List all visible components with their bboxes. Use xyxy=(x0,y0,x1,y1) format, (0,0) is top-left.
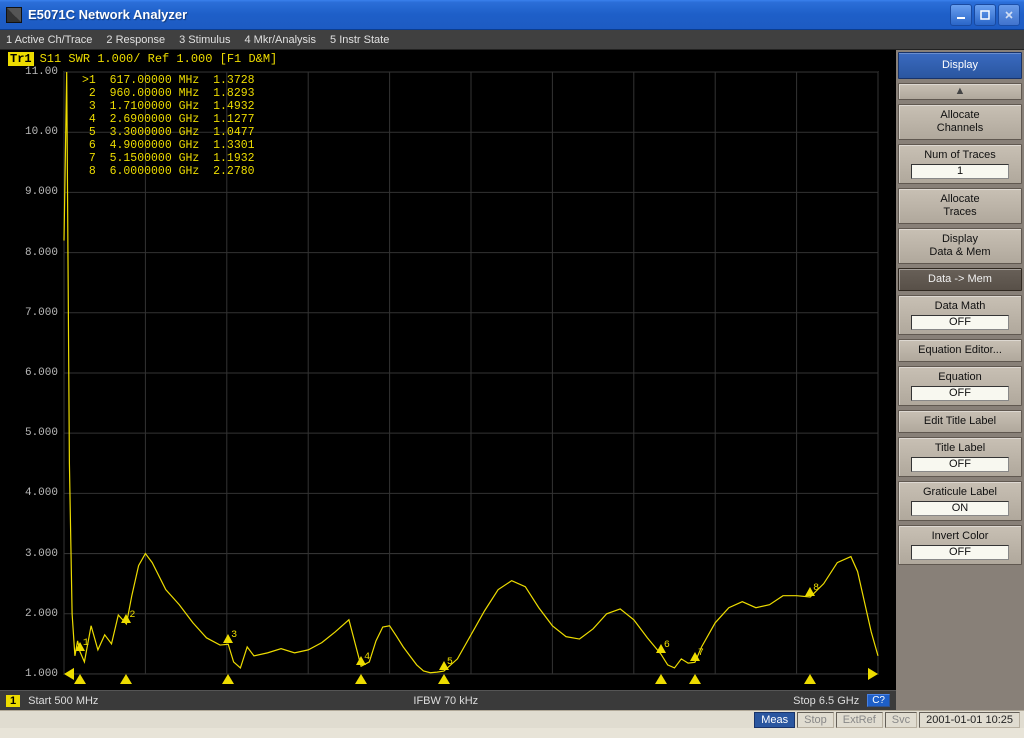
start-freq-label: Start 500 MHz xyxy=(28,695,98,707)
menu-active-ch[interactable]: 1 Active Ch/Trace xyxy=(6,34,92,46)
window-title: E5071C Network Analyzer xyxy=(28,7,950,22)
y-tick-label: 2.000 xyxy=(2,608,58,620)
softkey-0[interactable]: ▲ xyxy=(898,83,1022,100)
xaxis-marker-icon xyxy=(120,674,132,684)
xaxis-marker-icon xyxy=(74,674,86,684)
softkey-header[interactable]: Display xyxy=(898,52,1022,79)
softkey-4[interactable]: DisplayData & Mem xyxy=(898,228,1022,264)
xaxis-marker-icon xyxy=(655,674,667,684)
softkey-10[interactable]: Title LabelOFF xyxy=(898,437,1022,477)
y-tick-label: 10.00 xyxy=(2,126,58,138)
y-tick-label: 11.00 xyxy=(2,66,58,78)
softkey-6[interactable]: Data MathOFF xyxy=(898,295,1022,335)
xaxis-marker-icon xyxy=(438,674,450,684)
trace-header: Tr1 S11 SWR 1.000/ Ref 1.000 [F1 D&M] xyxy=(0,50,896,68)
marker-readout-list: >1 617.00000 MHz 1.3728 2 960.00000 MHz … xyxy=(82,74,255,178)
menu-instr[interactable]: 5 Instr State xyxy=(330,34,389,46)
xaxis-marker-icon xyxy=(222,674,234,684)
close-button[interactable] xyxy=(998,4,1020,26)
plot-area[interactable]: >1 617.00000 MHz 1.3728 2 960.00000 MHz … xyxy=(0,68,896,690)
softkey-sidebar: Display ▲ AllocateChannels Num of Traces1 A… xyxy=(896,50,1024,710)
status-meas: Meas xyxy=(754,712,795,728)
maximize-button[interactable] xyxy=(974,4,996,26)
menu-bar: 1 Active Ch/Trace 2 Response 3 Stimulus … xyxy=(0,30,1024,50)
y-tick-label: 1.000 xyxy=(2,668,58,680)
channel-badge[interactable]: 1 xyxy=(6,695,20,707)
softkey-2[interactable]: Num of Traces1 xyxy=(898,144,1022,184)
softkey-11[interactable]: Graticule LabelON xyxy=(898,481,1022,521)
app-status-bar: MeasStopExtRefSvc 2001-01-01 10:25 xyxy=(0,710,1024,728)
y-tick-label: 3.000 xyxy=(2,548,58,560)
softkey-12[interactable]: Invert ColorOFF xyxy=(898,525,1022,565)
trace-header-text: S11 SWR 1.000/ Ref 1.000 [F1 D&M] xyxy=(40,52,278,66)
softkey-8[interactable]: EquationOFF xyxy=(898,366,1022,406)
trace-badge[interactable]: Tr1 xyxy=(8,52,34,66)
stop-freq-label: Stop 6.5 GHz xyxy=(793,695,859,707)
menu-response[interactable]: 2 Response xyxy=(106,34,165,46)
minimize-button[interactable] xyxy=(950,4,972,26)
softkey-5[interactable]: Data -> Mem xyxy=(898,268,1022,291)
window-titlebar: E5071C Network Analyzer xyxy=(0,0,1024,30)
xaxis-marker-icon xyxy=(804,674,816,684)
menu-mkr[interactable]: 4 Mkr/Analysis xyxy=(244,34,316,46)
y-tick-label: 4.000 xyxy=(2,487,58,499)
ifbw-label: IFBW 70 kHz xyxy=(98,695,793,707)
softkey-7[interactable]: Equation Editor... xyxy=(898,339,1022,362)
y-tick-label: 5.000 xyxy=(2,427,58,439)
xaxis-marker-icon xyxy=(689,674,701,684)
app-icon xyxy=(6,7,22,23)
plot-status-bar: 1 Start 500 MHz IFBW 70 kHz Stop 6.5 GHz… xyxy=(0,690,896,710)
correction-button[interactable]: C? xyxy=(867,694,890,707)
y-tick-label: 9.000 xyxy=(2,186,58,198)
softkey-9[interactable]: Edit Title Label xyxy=(898,410,1022,433)
y-tick-label: 6.000 xyxy=(2,367,58,379)
status-stop: Stop xyxy=(797,712,834,728)
y-tick-label: 8.000 xyxy=(2,247,58,259)
xaxis-marker-icon xyxy=(355,674,367,684)
status-extref: ExtRef xyxy=(836,712,883,728)
status-datetime: 2001-01-01 10:25 xyxy=(919,712,1020,728)
status-svc: Svc xyxy=(885,712,917,728)
y-tick-label: 7.000 xyxy=(2,307,58,319)
menu-stimulus[interactable]: 3 Stimulus xyxy=(179,34,230,46)
softkey-3[interactable]: AllocateTraces xyxy=(898,188,1022,224)
softkey-1[interactable]: AllocateChannels xyxy=(898,104,1022,140)
